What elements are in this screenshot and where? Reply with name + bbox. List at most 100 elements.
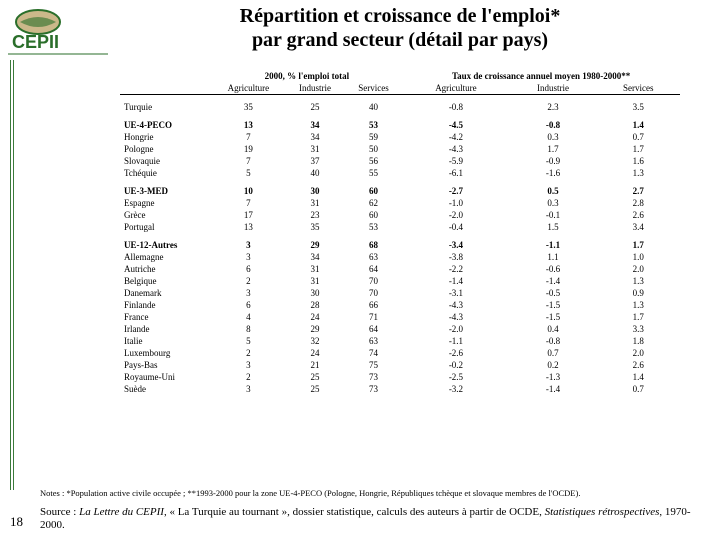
cell: 6 <box>211 299 285 311</box>
table-row: Portugal133553-0.41.53.4 <box>120 221 680 233</box>
cell: 2.0 <box>596 263 680 275</box>
cell: 35 <box>211 101 285 113</box>
cell: 3 <box>211 383 285 395</box>
cell: -1.5 <box>510 311 597 323</box>
col-ind-1: Industrie <box>285 82 345 95</box>
cell: 0.2 <box>510 359 597 371</box>
cell: 7 <box>211 155 285 167</box>
table-row: Belgique23170-1.4-1.41.3 <box>120 275 680 287</box>
cell: 1.6 <box>596 155 680 167</box>
cell: -1.0 <box>402 197 509 209</box>
cell: -4.3 <box>402 311 509 323</box>
cell: 1.7 <box>596 311 680 323</box>
cell: -1.5 <box>510 299 597 311</box>
cell: 1.3 <box>596 167 680 179</box>
cell: 0.7 <box>596 131 680 143</box>
cell: -6.1 <box>402 167 509 179</box>
cell: 40 <box>285 167 345 179</box>
svg-text:CEPII: CEPII <box>12 32 59 52</box>
page-number: 18 <box>10 514 23 530</box>
cell: 75 <box>345 359 402 371</box>
super-header-right: Taux de croissance annuel moyen 1980-200… <box>402 70 680 82</box>
cell: 28 <box>285 299 345 311</box>
cell: -4.5 <box>402 119 509 131</box>
cell: 29 <box>285 323 345 335</box>
cell: 0.7 <box>596 383 680 395</box>
col-ind-2: Industrie <box>510 82 597 95</box>
cell: 13 <box>211 221 285 233</box>
row-label: Italie <box>120 335 211 347</box>
cell: 1.5 <box>510 221 597 233</box>
cell: 1.4 <box>596 371 680 383</box>
slide-title: Répartition et croissance de l'emploi* p… <box>150 4 650 52</box>
cell: -4.3 <box>402 299 509 311</box>
cell: 1.0 <box>596 251 680 263</box>
row-label: Allemagne <box>120 251 211 263</box>
table-row: Danemark33070-3.1-0.50.9 <box>120 287 680 299</box>
title-line-2: par grand secteur (détail par pays) <box>252 29 548 51</box>
cell: -4.2 <box>402 131 509 143</box>
cell: -1.4 <box>402 275 509 287</box>
cell: -0.8 <box>510 335 597 347</box>
table-row: Tchéquie54055-6.1-1.61.3 <box>120 167 680 179</box>
col-ser-2: Services <box>596 82 680 95</box>
cell: 31 <box>285 197 345 209</box>
cell: 56 <box>345 155 402 167</box>
cell: 2.6 <box>596 209 680 221</box>
cell: 3 <box>211 239 285 251</box>
row-label: Hongrie <box>120 131 211 143</box>
row-label: France <box>120 311 211 323</box>
table-row: UE-3-MED103060-2.70.52.7 <box>120 185 680 197</box>
cell: -2.0 <box>402 323 509 335</box>
row-label: Grèce <box>120 209 211 221</box>
column-header-row: Agriculture Industrie Services Agricultu… <box>120 82 680 95</box>
row-label: Royaume-Uni <box>120 371 211 383</box>
cell: 25 <box>285 371 345 383</box>
table-row: Autriche63164-2.2-0.62.0 <box>120 263 680 275</box>
notes-text: Notes : *Population active civile occupé… <box>40 489 712 498</box>
title-line-1: Répartition et croissance de l'emploi* <box>240 5 561 27</box>
cell: 68 <box>345 239 402 251</box>
source-italic-1: La Lettre du CEPII <box>79 506 164 518</box>
row-label: Espagne <box>120 197 211 209</box>
cell: 60 <box>345 209 402 221</box>
cell: -1.1 <box>510 239 597 251</box>
cell: 3 <box>211 287 285 299</box>
cell: 2.0 <box>596 347 680 359</box>
cell: 25 <box>285 383 345 395</box>
cell: 1.7 <box>510 143 597 155</box>
cell: -0.8 <box>402 101 509 113</box>
cell: 2 <box>211 347 285 359</box>
row-label: Autriche <box>120 263 211 275</box>
cell: 34 <box>285 119 345 131</box>
cell: -1.3 <box>510 371 597 383</box>
cell: 40 <box>345 101 402 113</box>
col-ser-1: Services <box>345 82 402 95</box>
cell: 1.3 <box>596 275 680 287</box>
cell: 25 <box>285 101 345 113</box>
cell: 74 <box>345 347 402 359</box>
cell: 1.8 <box>596 335 680 347</box>
cell: 1.1 <box>510 251 597 263</box>
cell: -3.4 <box>402 239 509 251</box>
cell: 3 <box>211 359 285 371</box>
slide: CEPII Répartition et croissance de l'emp… <box>0 0 720 540</box>
cell: -0.6 <box>510 263 597 275</box>
table-row: Allemagne33463-3.81.11.0 <box>120 251 680 263</box>
row-label: Belgique <box>120 275 211 287</box>
cell: 60 <box>345 185 402 197</box>
table-row: Pays-Bas32175-0.20.22.6 <box>120 359 680 371</box>
cell: 62 <box>345 197 402 209</box>
row-label: Portugal <box>120 221 211 233</box>
cell: 1.3 <box>596 299 680 311</box>
cell: 2.8 <box>596 197 680 209</box>
cell: -0.2 <box>402 359 509 371</box>
table-row: Italie53263-1.1-0.81.8 <box>120 335 680 347</box>
cell: 2 <box>211 275 285 287</box>
table-row: Espagne73162-1.00.32.8 <box>120 197 680 209</box>
cell: 2.3 <box>510 101 597 113</box>
cell: 73 <box>345 383 402 395</box>
cell: 6 <box>211 263 285 275</box>
cell: 1.4 <box>596 119 680 131</box>
cell: 29 <box>285 239 345 251</box>
